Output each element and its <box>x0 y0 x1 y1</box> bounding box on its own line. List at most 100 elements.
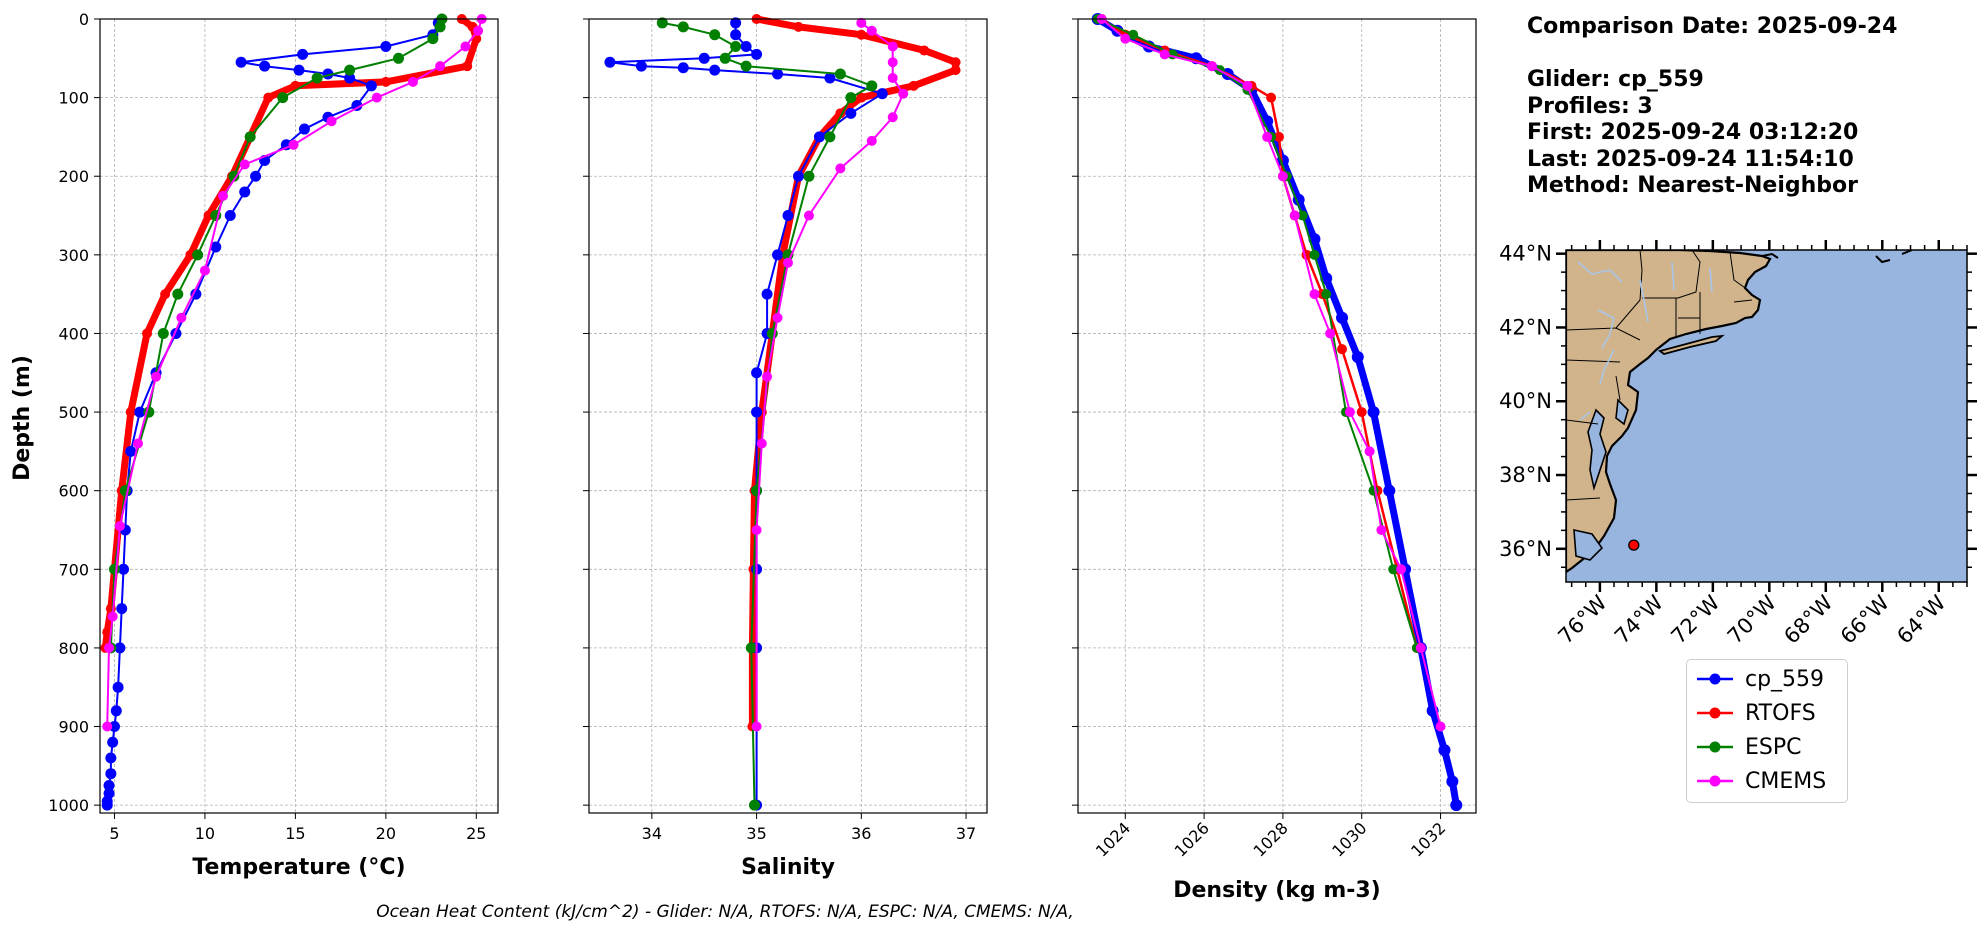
tick-label-y: 200 <box>58 167 89 186</box>
data-point-rtofs <box>1273 131 1284 142</box>
data-point-espc <box>730 41 742 53</box>
tick-label-x: 1026 <box>1171 818 1213 860</box>
profile-count: Profiles: 3 <box>1527 93 1653 119</box>
data-point-espc <box>803 170 815 182</box>
data-point-glider <box>813 131 825 143</box>
data-point-glider <box>792 170 804 182</box>
depth-axis-label: Depth (m) <box>10 355 35 481</box>
data-point-cmems <box>1159 49 1170 60</box>
data-point-glider <box>110 705 122 717</box>
comparison-date: Comparison Date: 2025-09-24 <box>1527 14 1898 39</box>
series-line-glider <box>608 21 884 807</box>
legend-marker-rtofs <box>1697 707 1733 719</box>
data-point-rtofs <box>908 80 919 91</box>
data-point-cmems <box>1435 721 1446 732</box>
data-point-rtofs <box>950 57 961 68</box>
data-point-espc <box>434 21 446 33</box>
tick-label-y: 600 <box>58 482 89 501</box>
data-point-cmems <box>460 41 471 52</box>
map-lon-label: 64°W <box>1892 590 1950 648</box>
map-lat-label: 40°N <box>1499 389 1552 413</box>
data-point-glider <box>698 52 710 64</box>
data-point-rtofs <box>1337 344 1348 355</box>
legend-marker-espc <box>1697 741 1733 753</box>
map-lon-label: 74°W <box>1610 590 1668 648</box>
comparison-info: Comparison Date: 2025-09-24 Glider: cp_5… <box>1527 14 1897 200</box>
data-point-glider <box>118 563 130 575</box>
tick-label-y: 900 <box>58 718 89 737</box>
tick-label-x: 10 <box>195 824 215 843</box>
map-land <box>1566 250 1772 574</box>
density-panel: 1024 1026 1028 1030 1032 Density (kg m-3) <box>1072 13 1477 903</box>
map-body <box>1566 250 1967 582</box>
data-point-glider <box>380 41 392 53</box>
tick-label-x: 36 <box>851 824 871 843</box>
data-point-cmems <box>1262 131 1273 142</box>
tick-label-x: 25 <box>466 824 486 843</box>
data-point-glider <box>740 41 752 53</box>
tick-label-y: 500 <box>58 403 89 422</box>
data-point-espc <box>1368 485 1379 496</box>
x-axis-label: Density (kg m-3) <box>1173 878 1381 903</box>
data-point-glider <box>1383 484 1396 497</box>
data-point-glider <box>1336 311 1349 324</box>
data-point-glider <box>1438 744 1451 757</box>
data-point-espc <box>748 799 760 811</box>
data-point-cmems <box>218 190 229 201</box>
data-point-glider <box>730 17 742 29</box>
ocean-heat-content-note: Ocean Heat Content (kJ/cm^2) - Glider: N… <box>376 902 1074 922</box>
data-point-cmems <box>887 112 898 123</box>
rivers-lakes <box>1577 261 1713 421</box>
data-point-rtofs <box>462 61 473 72</box>
data-point-rtofs <box>380 76 391 87</box>
series-line-espc <box>661 21 873 807</box>
data-point-rtofs <box>856 92 867 103</box>
chesapeake-bay <box>1587 408 1607 491</box>
data-point-cmems <box>887 57 898 68</box>
data-point-cmems <box>107 611 118 622</box>
map-lon-label: 76°W <box>1553 590 1611 648</box>
map-lat-label: 44°N <box>1499 242 1552 266</box>
data-point-espc <box>311 72 323 84</box>
data-point-cmems <box>1396 564 1407 575</box>
data-point-rtofs <box>142 328 153 339</box>
map-lat-label: 36°N <box>1499 537 1552 561</box>
tick-label-x: 34 <box>642 824 662 843</box>
data-point-cmems <box>751 524 762 535</box>
data-point-cmems <box>1415 642 1426 653</box>
data-point-glider <box>730 29 742 41</box>
data-point-espc <box>344 64 356 76</box>
data-point-rtofs <box>919 45 930 56</box>
data-point-espc <box>709 29 721 41</box>
data-point-espc <box>740 60 752 72</box>
data-point-espc <box>824 131 836 143</box>
series-line-cmems <box>755 21 905 728</box>
first-time: First: 2025-09-24 03:12:20 <box>1527 120 1859 145</box>
tick-label-x: 20 <box>376 824 396 843</box>
data-point-glider <box>751 406 763 418</box>
tick-label-y: 800 <box>58 639 89 658</box>
legend: cp_559 RTOFS ESPC CMEMS <box>1686 659 1848 803</box>
tick-label-x: 1032 <box>1407 818 1449 860</box>
data-point-espc <box>834 68 846 80</box>
legend-label-espc: ESPC <box>1745 734 1802 760</box>
axes-frame <box>99 18 499 814</box>
data-point-rtofs <box>263 92 274 103</box>
map-lat-label: 38°N <box>1499 463 1552 487</box>
data-point-glider <box>677 62 689 74</box>
data-point-glider <box>116 603 128 615</box>
long-island <box>1657 334 1725 355</box>
data-point-cmems <box>1325 328 1336 339</box>
method: Method: Nearest-Neighbor <box>1527 173 1858 198</box>
data-point-cmems <box>1364 446 1375 457</box>
series-line-glider <box>106 21 440 807</box>
data-point-glider <box>751 367 763 379</box>
data-point-rtofs <box>125 407 136 418</box>
data-point-glider <box>298 123 310 135</box>
data-point-glider <box>190 288 202 300</box>
data-point-cmems <box>1120 33 1131 44</box>
data-point-glider <box>108 721 120 733</box>
data-point-glider <box>112 681 124 693</box>
data-point-glider <box>297 48 309 60</box>
